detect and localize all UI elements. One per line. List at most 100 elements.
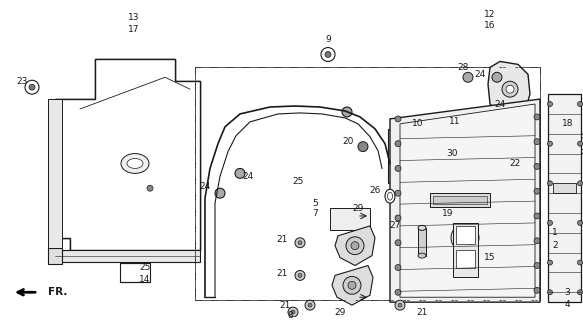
- Text: 24: 24: [475, 70, 486, 79]
- Text: 26: 26: [369, 186, 381, 195]
- Circle shape: [395, 141, 411, 156]
- Text: 2: 2: [552, 241, 558, 250]
- Circle shape: [321, 48, 335, 61]
- Ellipse shape: [418, 225, 426, 230]
- Circle shape: [451, 224, 479, 252]
- Circle shape: [461, 234, 469, 242]
- Circle shape: [457, 230, 473, 246]
- Circle shape: [520, 172, 524, 175]
- Circle shape: [298, 241, 302, 245]
- Circle shape: [534, 262, 540, 268]
- Circle shape: [578, 260, 582, 265]
- Circle shape: [308, 303, 312, 307]
- Circle shape: [395, 116, 401, 122]
- Bar: [456, 250, 475, 268]
- Circle shape: [547, 220, 553, 225]
- Polygon shape: [335, 226, 375, 266]
- Text: 22: 22: [510, 159, 521, 168]
- Polygon shape: [332, 266, 373, 305]
- Text: 7: 7: [312, 209, 318, 218]
- Text: 23: 23: [16, 77, 27, 86]
- Text: 9: 9: [325, 35, 331, 44]
- Circle shape: [395, 165, 401, 172]
- Circle shape: [534, 139, 540, 145]
- Circle shape: [351, 242, 359, 250]
- Circle shape: [298, 274, 302, 277]
- Circle shape: [534, 287, 540, 293]
- Bar: [330, 208, 370, 230]
- Text: 10: 10: [412, 119, 424, 128]
- Text: 5: 5: [312, 199, 318, 208]
- Circle shape: [547, 141, 553, 146]
- Circle shape: [147, 185, 153, 191]
- Circle shape: [395, 240, 401, 246]
- Bar: [456, 226, 475, 244]
- Text: 21: 21: [279, 301, 291, 310]
- Text: 18: 18: [562, 119, 574, 128]
- Ellipse shape: [127, 158, 143, 168]
- Circle shape: [395, 289, 401, 295]
- Text: 15: 15: [484, 253, 496, 262]
- Text: 24: 24: [199, 182, 210, 191]
- Bar: [392, 134, 419, 178]
- Ellipse shape: [418, 253, 426, 258]
- Text: 13: 13: [128, 13, 140, 22]
- Circle shape: [405, 162, 415, 172]
- Circle shape: [215, 188, 225, 198]
- Circle shape: [325, 52, 331, 58]
- Circle shape: [395, 215, 401, 221]
- Circle shape: [463, 72, 473, 82]
- Bar: [388, 129, 423, 183]
- Text: 21: 21: [276, 235, 287, 244]
- Bar: [553, 183, 576, 193]
- Circle shape: [547, 290, 553, 295]
- Polygon shape: [390, 99, 540, 302]
- Circle shape: [547, 101, 553, 107]
- Ellipse shape: [121, 154, 149, 173]
- Bar: [195, 68, 540, 300]
- Text: 1: 1: [552, 228, 558, 237]
- Circle shape: [534, 238, 540, 244]
- Text: 25: 25: [292, 177, 304, 186]
- Text: 29: 29: [334, 308, 346, 316]
- Text: 28: 28: [457, 63, 469, 72]
- Circle shape: [578, 181, 582, 186]
- Bar: [418, 228, 426, 256]
- Bar: [430, 193, 490, 207]
- Text: 16: 16: [484, 21, 496, 30]
- Circle shape: [578, 141, 582, 146]
- Text: 17: 17: [128, 25, 140, 34]
- Circle shape: [29, 84, 35, 90]
- Text: 12: 12: [484, 10, 496, 20]
- Circle shape: [578, 290, 582, 295]
- Circle shape: [534, 164, 540, 169]
- Circle shape: [346, 237, 364, 255]
- Bar: [48, 99, 62, 248]
- Circle shape: [578, 101, 582, 107]
- Text: FR.: FR.: [48, 287, 68, 297]
- Text: 14: 14: [139, 275, 150, 284]
- Circle shape: [534, 114, 540, 120]
- Circle shape: [358, 142, 368, 152]
- Text: 30: 30: [446, 149, 458, 158]
- Polygon shape: [400, 104, 535, 297]
- Circle shape: [395, 265, 401, 270]
- Circle shape: [547, 260, 553, 265]
- Polygon shape: [488, 61, 530, 119]
- Circle shape: [444, 164, 450, 169]
- Text: 27: 27: [389, 221, 401, 230]
- Circle shape: [502, 81, 518, 97]
- Text: 24: 24: [243, 172, 254, 181]
- Circle shape: [295, 270, 305, 280]
- Circle shape: [506, 85, 514, 93]
- Bar: [438, 144, 456, 173]
- Circle shape: [305, 300, 315, 310]
- Circle shape: [348, 281, 356, 289]
- Circle shape: [288, 307, 298, 317]
- Text: 29: 29: [352, 204, 364, 212]
- Circle shape: [25, 80, 39, 94]
- Text: 21: 21: [416, 308, 428, 316]
- Bar: [48, 248, 62, 264]
- Text: 21: 21: [276, 269, 287, 278]
- Circle shape: [547, 181, 553, 186]
